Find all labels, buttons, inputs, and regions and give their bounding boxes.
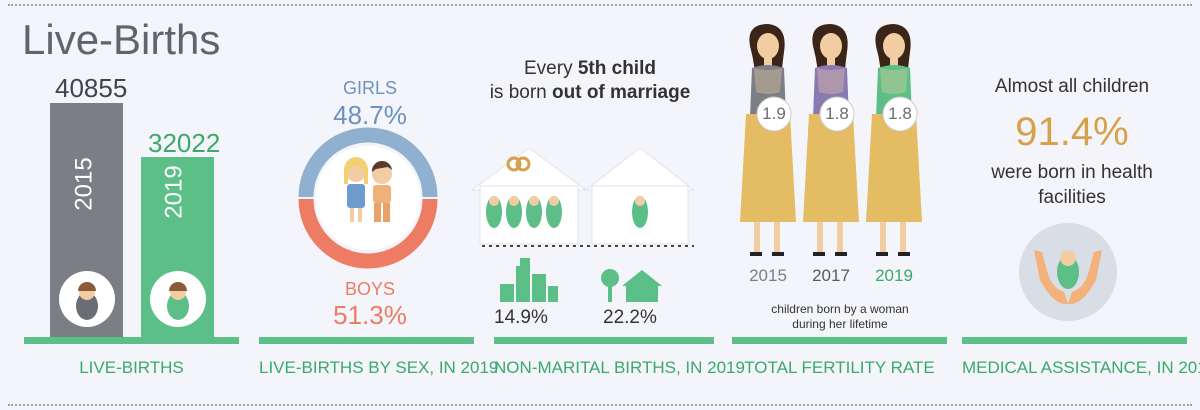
footer-bar-live-births [24, 337, 239, 344]
footer-bar-medical [962, 337, 1187, 344]
sex-donut-chart [298, 127, 438, 269]
fertility-rate-value: 1.8 [825, 104, 849, 123]
fertility-year: 2019 [875, 266, 913, 285]
donut-boys-arc [298, 198, 438, 269]
baby-icon-grey [59, 271, 115, 327]
baby-icon-green [150, 271, 206, 327]
boys-label: BOYS [344, 279, 396, 299]
pregnant-woman-figure: 1.9 [736, 22, 800, 262]
fertility-rate-value: 1.9 [762, 104, 786, 123]
houses-illustration [470, 147, 696, 247]
city-icon [500, 258, 558, 302]
births-2019-value: 32022 [148, 128, 221, 158]
label-medical: MEDICAL ASSISTANCE, IN 2019 [962, 358, 1200, 377]
label-fertility: TOTAL FERTILITY RATE [744, 358, 935, 377]
footer-bar-fertility [732, 337, 947, 344]
top-divider [8, 4, 1192, 6]
village-icon [601, 269, 662, 302]
label-non-marital: NON-MARITAL BIRTHS, IN 2019 [494, 358, 745, 377]
bottom-divider [8, 404, 1192, 406]
boys-percent: 51.3% [333, 300, 407, 330]
bar-2019-year: 2019 [160, 165, 188, 219]
medical-line1: Almost all children [994, 76, 1150, 97]
medical-percent: 91.4% [1015, 110, 1129, 154]
medical-line2: were born in health [991, 162, 1153, 183]
medical-line3: facilities [1038, 187, 1106, 208]
births-2015-value: 40855 [55, 73, 128, 103]
label-by-sex: LIVE-BIRTHS BY SEX, IN 2019 [259, 358, 499, 377]
fertility-year: 2017 [812, 266, 850, 285]
page-title: Live-Births [22, 16, 221, 63]
footer-bar-non-marital [494, 337, 714, 344]
urban-percent: 14.9% [494, 307, 548, 328]
footer-bar-by-sex [259, 337, 474, 344]
girls-percent: 48.7% [333, 100, 407, 130]
non-marital-line1: Every 5th child [524, 58, 656, 79]
non-marital-line2: is born out of marriage [489, 82, 691, 103]
wedding-rings-icon [506, 156, 522, 172]
fertility-rate-value: 1.8 [888, 104, 912, 123]
care-hands-icon [1019, 223, 1117, 321]
rural-percent: 22.2% [603, 307, 657, 328]
label-live-births: LIVE-BIRTHS [79, 358, 184, 377]
pregnant-woman-figure: 1.8 [799, 22, 863, 262]
donut-girls-arc [298, 127, 438, 198]
fertility-year: 2015 [749, 266, 787, 285]
pregnant-woman-figure: 1.8 [862, 22, 926, 262]
fertility-note: children born by a woman during her life… [771, 302, 909, 331]
girls-label: GIRLS [342, 78, 398, 98]
bar-2015-year: 2015 [70, 157, 98, 211]
